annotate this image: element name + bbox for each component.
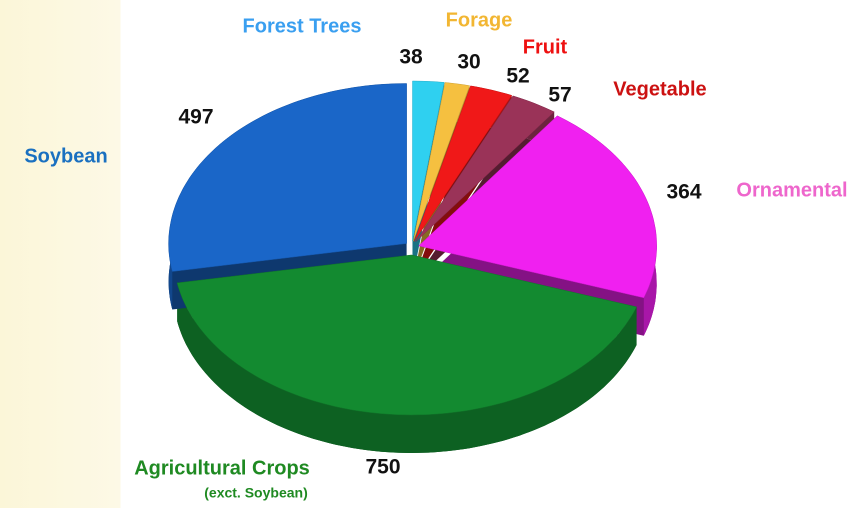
value-label: 750 [365,456,400,479]
slice [415,95,555,243]
annotation: (exct. Soybean) [204,485,307,501]
slice [168,83,407,272]
category-label: Vegetable [613,78,706,100]
slice [412,80,445,242]
category-label: Agricultural Crops [134,457,310,479]
category-label: Fruit [523,36,568,58]
slice [176,254,637,416]
slice [414,85,513,242]
slice [418,115,657,299]
value-label: 497 [178,106,213,129]
category-label: Soybean [24,145,107,167]
category-label: Forage [446,9,513,31]
slice [413,82,470,242]
value-label: 57 [548,84,571,107]
value-label: 52 [506,65,529,88]
slice-side [177,282,637,453]
pie [168,80,657,453]
category-label: Ornamental [736,179,847,201]
labels: Forest Trees 38 Forage 30 Fruit 52 Vegetable 57… [24,9,847,500]
value-label: 364 [666,181,701,204]
category-label: Forest Trees [243,15,362,37]
value-label: 30 [457,51,480,74]
value-label: 38 [399,46,423,69]
